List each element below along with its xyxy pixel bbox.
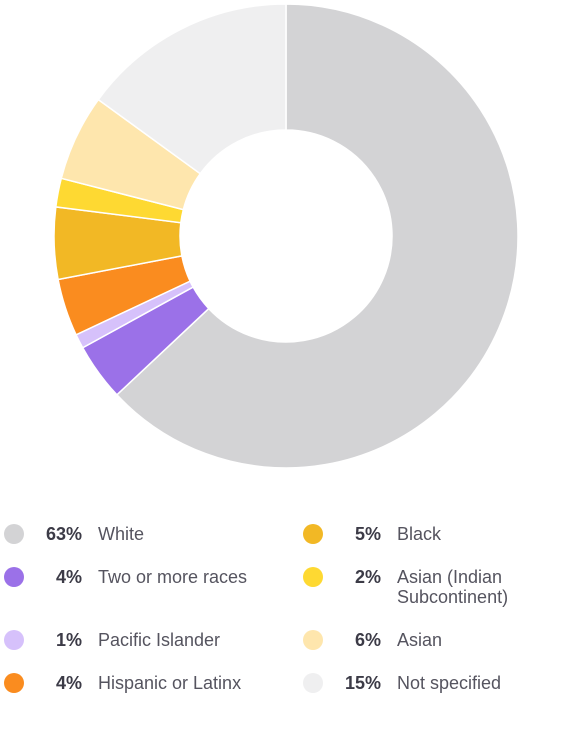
legend-item-black: 5% Black — [303, 518, 567, 544]
legend-item-asian-indian-subcontinent: 2% Asian (Indian Subcontinent) — [303, 561, 547, 607]
legend-item-pacific-islander: 1% Pacific Islander — [4, 624, 268, 650]
legend-swatch-black — [303, 524, 323, 544]
legend-percent-pacific-islander: 1% — [55, 630, 82, 650]
legend-item-asian: 6% Asian — [303, 624, 567, 650]
legend-label-not-specified: Not specified — [397, 673, 502, 693]
slice-not-specified — [97, 3, 287, 175]
legend-swatch-not-specified — [303, 673, 323, 693]
legend-label-asian: Asian — [397, 630, 443, 650]
legend-percent-two-or-more-races: 4% — [55, 567, 82, 587]
legend-item-white: 63% White — [4, 518, 268, 544]
legend-label-hispanic-or-latinx: Hispanic or Latinx — [98, 673, 242, 693]
legend-swatch-white — [4, 524, 24, 544]
legend-percent-hispanic-or-latinx: 4% — [55, 673, 82, 693]
legend-swatch-asian-indian-subcontinent — [303, 567, 323, 587]
legend-label-two-or-more-races: Two or more races — [98, 567, 248, 587]
slice-white — [115, 3, 519, 469]
legend-swatch-two-or-more-races — [4, 567, 24, 587]
legend-percent-white: 63% — [45, 524, 82, 544]
legend-percent-asian: 6% — [354, 630, 381, 650]
legend-item-two-or-more-races: 4% Two or more races — [4, 561, 248, 587]
legend-item-hispanic-or-latinx: 4% Hispanic or Latinx — [4, 667, 268, 693]
donut-chart — [53, 3, 519, 469]
legend-label-asian-indian-subcontinent: Asian (Indian Subcontinent) — [397, 567, 509, 607]
legend-swatch-pacific-islander — [4, 630, 24, 650]
legend-label-pacific-islander: Pacific Islander — [98, 630, 221, 650]
legend-percent-not-specified: 15% — [344, 673, 381, 693]
legend-percent-asian-indian-subcontinent: 2% — [354, 567, 381, 587]
donut-slices — [53, 3, 519, 469]
legend-item-not-specified: 15% Not specified — [303, 667, 567, 693]
legend-swatch-hispanic-or-latinx — [4, 673, 24, 693]
legend-swatch-asian — [303, 630, 323, 650]
legend-label-black: Black — [397, 524, 442, 544]
legend-label-white: White — [98, 524, 145, 544]
legend-percent-black: 5% — [354, 524, 381, 544]
